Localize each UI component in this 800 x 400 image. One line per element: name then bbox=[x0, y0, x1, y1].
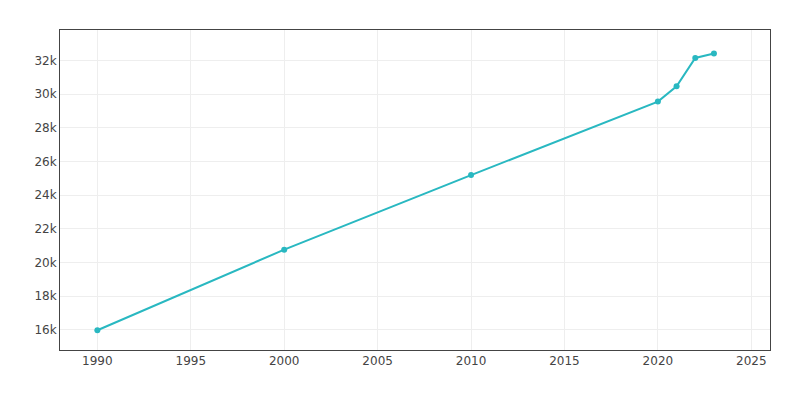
svg-text:2010: 2010 bbox=[456, 354, 487, 368]
svg-text:2015: 2015 bbox=[549, 354, 580, 368]
svg-text:22k: 22k bbox=[34, 222, 56, 236]
svg-text:30k: 30k bbox=[34, 87, 56, 101]
svg-text:20k: 20k bbox=[34, 256, 56, 270]
svg-text:28k: 28k bbox=[34, 121, 56, 135]
svg-text:2005: 2005 bbox=[362, 354, 393, 368]
svg-text:1995: 1995 bbox=[176, 354, 207, 368]
svg-text:1990: 1990 bbox=[82, 354, 113, 368]
svg-text:16k: 16k bbox=[34, 323, 56, 337]
svg-text:18k: 18k bbox=[34, 289, 56, 303]
svg-text:24k: 24k bbox=[34, 188, 56, 202]
svg-text:26k: 26k bbox=[34, 155, 56, 169]
svg-text:2020: 2020 bbox=[643, 354, 674, 368]
svg-text:32k: 32k bbox=[34, 54, 56, 68]
svg-text:2025: 2025 bbox=[736, 354, 767, 368]
svg-text:2000: 2000 bbox=[269, 354, 300, 368]
